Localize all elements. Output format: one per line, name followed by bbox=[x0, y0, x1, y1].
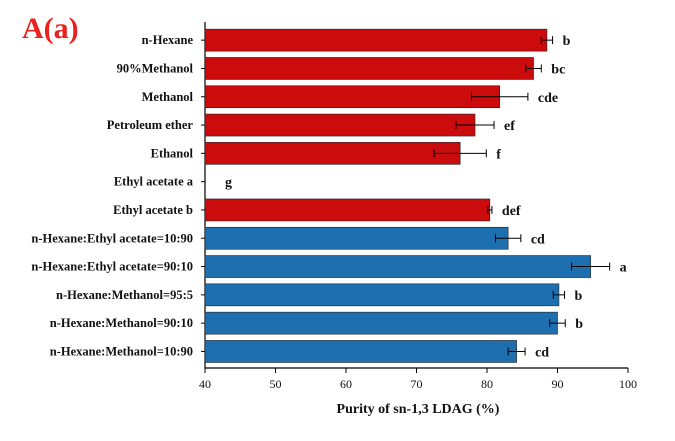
category-label: Ethyl acetate a bbox=[114, 175, 194, 189]
category-label: n-Hexane:Methanol=10:90 bbox=[50, 344, 193, 358]
bar bbox=[204, 113, 476, 137]
significance-label: bc bbox=[551, 62, 565, 77]
significance-label: ef bbox=[504, 119, 515, 134]
significance-label: def bbox=[502, 204, 521, 219]
category-label: n-Hexane:Ethyl acetate=10:90 bbox=[31, 231, 193, 245]
category-label: 90%Methanol bbox=[117, 61, 194, 75]
category-label: Methanol bbox=[142, 90, 194, 104]
x-tick-label: 90 bbox=[552, 377, 564, 391]
x-tick-label: 60 bbox=[340, 377, 352, 391]
bar bbox=[204, 28, 548, 52]
category-label: n-Hexane bbox=[142, 33, 194, 47]
significance-label: a bbox=[620, 261, 627, 276]
x-tick-label: 80 bbox=[481, 377, 493, 391]
category-label: Petroleum ether bbox=[107, 118, 194, 132]
category-label: n-Hexane:Methanol=90:10 bbox=[50, 316, 193, 330]
bar bbox=[204, 226, 509, 250]
category-label: n-Hexane:Methanol=95:5 bbox=[56, 288, 193, 302]
panel-label: A(a) bbox=[22, 12, 79, 45]
x-tick-label: 70 bbox=[411, 377, 423, 391]
bar bbox=[204, 340, 517, 363]
bar bbox=[204, 57, 534, 80]
bar bbox=[204, 255, 591, 278]
significance-label: cde bbox=[538, 91, 558, 106]
bar bbox=[204, 198, 491, 222]
x-axis-title: Purity of sn-1,3 LDAG (%) bbox=[337, 402, 500, 417]
bar bbox=[204, 311, 558, 335]
significance-label: f bbox=[496, 147, 501, 162]
x-tick-label: 50 bbox=[270, 377, 282, 391]
bar bbox=[204, 283, 560, 307]
significance-label: b bbox=[563, 34, 571, 49]
category-label: Ethanol bbox=[151, 146, 194, 160]
x-tick-label: 100 bbox=[619, 377, 637, 391]
x-tick-label: 40 bbox=[199, 377, 211, 391]
bar bbox=[204, 142, 461, 165]
significance-label: cd bbox=[535, 345, 549, 360]
significance-label: b bbox=[575, 289, 583, 304]
category-label: n-Hexane:Ethyl acetate=90:10 bbox=[31, 260, 193, 274]
significance-label: b bbox=[575, 317, 583, 332]
bar bbox=[204, 85, 500, 109]
significance-label: g bbox=[225, 176, 232, 191]
category-label: Ethyl acetate b bbox=[113, 203, 193, 217]
significance-label: cd bbox=[531, 232, 545, 247]
